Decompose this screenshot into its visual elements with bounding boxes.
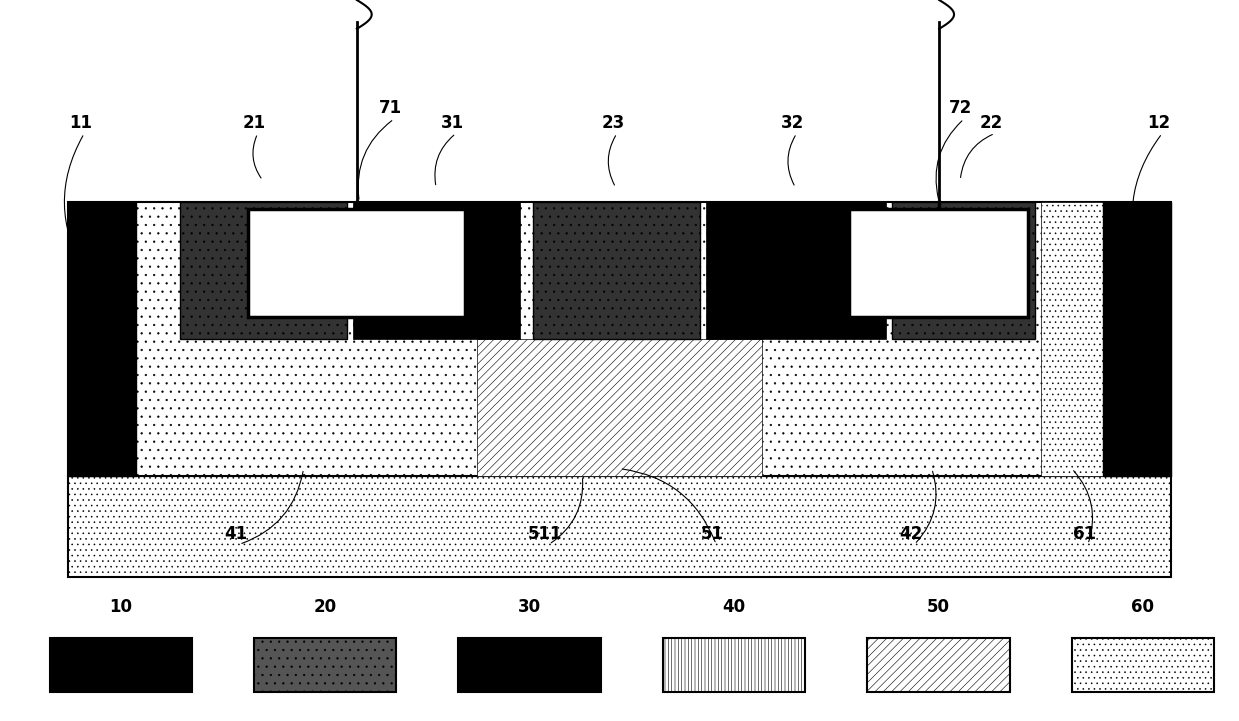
Bar	[892, 202, 1035, 339]
Text: 10: 10	[109, 598, 133, 616]
Bar	[663, 638, 805, 692]
Bar	[180, 202, 347, 339]
Bar	[849, 209, 1028, 317]
Text: 11: 11	[69, 114, 92, 131]
Text: 12: 12	[1147, 114, 1170, 131]
Bar	[1041, 202, 1103, 476]
Bar	[867, 638, 1010, 692]
Text: 72: 72	[949, 99, 971, 117]
Text: 51: 51	[701, 525, 724, 542]
Bar	[248, 209, 465, 317]
Text: 61: 61	[1073, 525, 1095, 542]
Text: 20: 20	[313, 598, 337, 616]
Text: 42: 42	[900, 525, 922, 542]
Bar	[68, 202, 1171, 476]
Text: 23: 23	[602, 114, 624, 131]
Text: 31: 31	[441, 114, 463, 131]
Text: 60: 60	[1131, 598, 1155, 616]
Bar	[50, 638, 192, 692]
Text: 511: 511	[528, 525, 563, 542]
Text: 21: 21	[243, 114, 265, 131]
Text: 30: 30	[518, 598, 541, 616]
Text: 50: 50	[927, 598, 950, 616]
Bar	[254, 638, 396, 692]
Bar	[68, 202, 136, 476]
Bar	[1103, 202, 1171, 476]
Bar	[68, 476, 1171, 577]
Text: 32: 32	[782, 114, 804, 131]
Bar	[477, 339, 762, 476]
Bar	[706, 202, 886, 339]
Bar	[458, 638, 601, 692]
Bar	[353, 202, 520, 339]
Text: 71: 71	[379, 99, 401, 117]
Text: 41: 41	[224, 525, 247, 542]
Text: 40: 40	[722, 598, 746, 616]
Text: 22: 22	[980, 114, 1002, 131]
Bar	[1072, 638, 1214, 692]
Bar	[533, 202, 700, 339]
